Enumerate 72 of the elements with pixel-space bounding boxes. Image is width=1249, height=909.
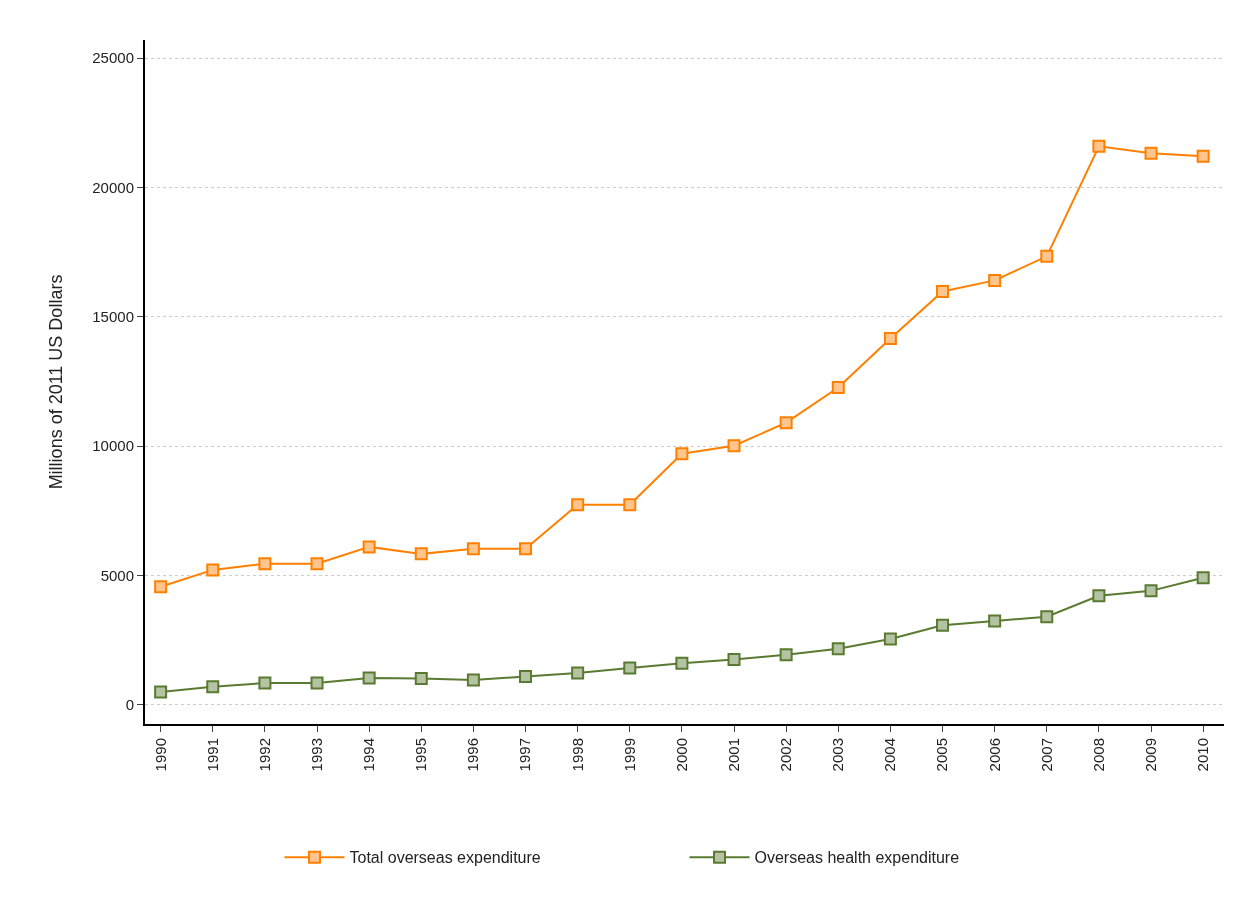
x-tick-label: 1991	[203, 738, 221, 772]
point	[1092, 139, 1106, 153]
point	[988, 273, 1002, 287]
y-tick-label: 20000	[92, 178, 134, 196]
point	[1144, 584, 1158, 598]
point	[258, 676, 272, 690]
point	[623, 661, 637, 675]
point	[154, 580, 168, 594]
point	[362, 540, 376, 554]
point	[1144, 146, 1158, 160]
y-tick-label: 25000	[92, 49, 134, 67]
point	[779, 416, 793, 430]
point	[414, 547, 428, 561]
point	[623, 498, 637, 512]
x-tick-label: 2004	[881, 738, 899, 772]
point	[258, 557, 272, 571]
point	[988, 614, 1002, 628]
point	[1040, 249, 1054, 263]
point	[1092, 589, 1106, 603]
x-tick-label: 1997	[516, 738, 534, 772]
point	[831, 642, 845, 656]
x-tick-label: 1995	[412, 738, 430, 772]
point	[519, 670, 533, 684]
point	[1196, 149, 1210, 163]
x-tick-label: 2008	[1089, 738, 1107, 772]
point	[571, 666, 585, 680]
point	[883, 332, 897, 346]
x-tick-label: 1990	[151, 738, 169, 772]
x-tick-label: 2002	[777, 738, 795, 772]
legend-label: Total overseas expenditure	[349, 849, 541, 867]
point	[466, 673, 480, 687]
x-tick-label: 2005	[933, 738, 951, 772]
y-tick-label: 10000	[92, 437, 134, 455]
point	[519, 542, 533, 556]
y-axis-title: Millions of 2011 US Dollars	[45, 274, 66, 490]
point	[362, 671, 376, 685]
point	[571, 498, 585, 512]
point	[154, 685, 168, 699]
x-tick-label: 1999	[620, 738, 638, 772]
y-tick-label: 5000	[100, 566, 134, 584]
point	[831, 381, 845, 394]
x-tick-label: 1992	[255, 738, 273, 772]
x-tick-label: 2006	[985, 738, 1003, 772]
point	[779, 648, 793, 662]
y-tick-label: 15000	[92, 308, 134, 326]
point	[883, 632, 897, 646]
point	[936, 285, 950, 298]
point	[675, 447, 689, 461]
point	[414, 672, 428, 686]
point	[206, 680, 220, 694]
point	[727, 652, 741, 666]
x-tick-label: 2003	[829, 738, 847, 772]
x-tick-label: 1993	[307, 738, 325, 772]
point	[310, 676, 324, 690]
x-tick-label: 1994	[360, 738, 378, 772]
legend-label: Overseas health expenditure	[754, 849, 960, 867]
x-tick-label: 2010	[1194, 738, 1212, 772]
point	[675, 656, 689, 670]
point	[1196, 571, 1210, 585]
x-tick-label: 2000	[672, 738, 690, 772]
x-tick-label: 2009	[1141, 738, 1159, 772]
point	[466, 542, 480, 556]
y-tick-label: 0	[125, 696, 134, 714]
point	[206, 563, 220, 577]
point	[1040, 610, 1054, 624]
point	[727, 439, 741, 453]
x-tick-label: 1996	[464, 738, 482, 772]
point	[310, 557, 324, 571]
x-tick-label: 2001	[724, 738, 742, 772]
x-tick-label: 2007	[1037, 738, 1055, 772]
x-tick-label: 1998	[568, 738, 586, 772]
point	[936, 618, 950, 632]
